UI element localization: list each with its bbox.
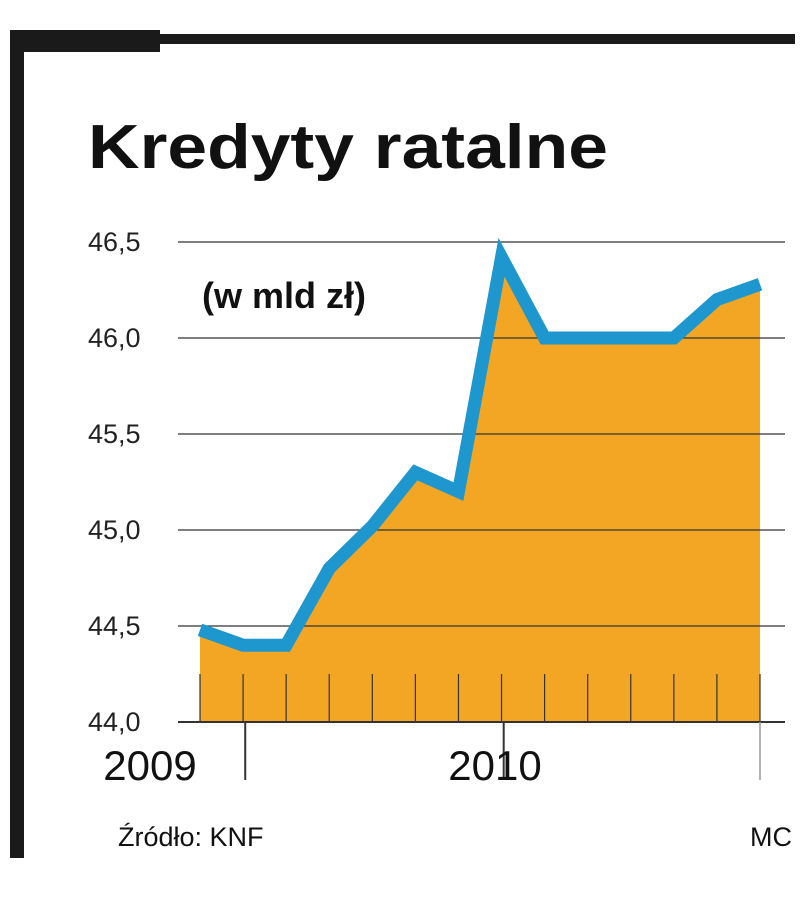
chart-title: Kredyty ratalne — [88, 113, 608, 182]
plot-area: 46,5 46,0 45,5 45,0 44,5 44,0 2009 2010 — [88, 227, 785, 789]
area-fill — [200, 257, 760, 722]
frame-left-bar — [10, 30, 24, 858]
series-line — [197, 237, 763, 652]
y-tick-label: 45,5 — [88, 419, 141, 449]
x-year-label: 2009 — [103, 742, 196, 789]
y-tick-label: 45,0 — [88, 515, 141, 545]
y-tick-label: 46,5 — [88, 227, 141, 257]
y-tick-label: 44,0 — [88, 707, 141, 737]
y-tick-label: 44,5 — [88, 611, 141, 641]
x-year-label: 2010 — [448, 742, 541, 789]
author-credit: MC — [750, 822, 792, 852]
source-note: Źródło: KNF — [118, 822, 264, 852]
y-tick-label: 46,0 — [88, 323, 141, 353]
frame-top-bar — [10, 34, 795, 44]
chart-subtitle: (w mld zł) — [202, 275, 366, 316]
